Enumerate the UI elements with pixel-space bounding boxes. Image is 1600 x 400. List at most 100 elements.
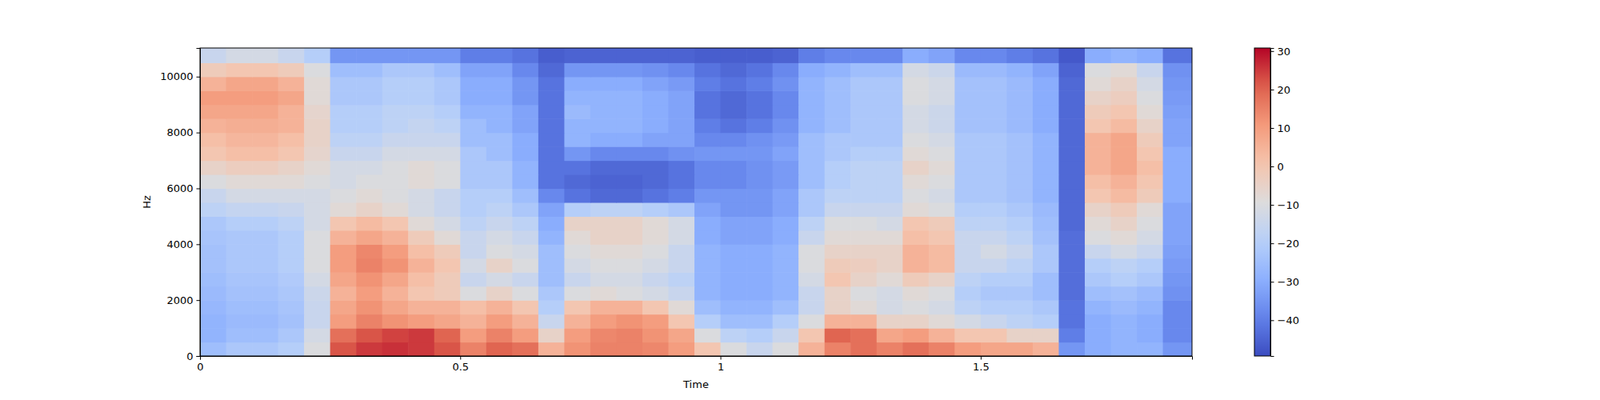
cell [304,188,331,203]
cell [278,76,305,92]
cell [304,118,331,133]
cell [382,314,409,329]
cell [1163,328,1192,343]
chart: 00.511.50200040006000800010000TimeHz−40−… [0,0,1600,400]
cell [356,174,383,189]
cell [746,48,773,64]
cell [928,118,956,133]
cell [330,314,357,329]
cell [512,314,539,329]
cell [330,258,357,273]
tick-mark [1270,243,1275,244]
cell [1163,272,1192,287]
cell [902,258,929,273]
cell [1136,202,1164,217]
cell [694,258,721,273]
cell [798,300,825,315]
cell [278,300,305,315]
cell [746,328,773,343]
cell [200,230,227,245]
cell [928,328,956,343]
cell [642,230,669,245]
cell [902,174,929,189]
cell [772,48,800,64]
cell [1032,342,1060,356]
cell [226,300,253,315]
cell [850,118,877,133]
cell [564,174,591,189]
cell [538,188,565,203]
cell [564,258,591,273]
cell [538,342,565,356]
cell [616,118,643,133]
cell [564,272,591,287]
cell [356,300,383,315]
cell [408,272,435,287]
cell [720,272,748,287]
cell [928,342,956,356]
cell [876,244,904,259]
cell [1163,188,1192,203]
cell [798,286,825,301]
cell [512,146,539,161]
tick: −40 [1270,314,1300,327]
cell [590,132,617,148]
cell [798,104,825,120]
cell [980,300,1008,315]
tick-label: −30 [1277,276,1300,288]
cell [720,342,748,356]
cell [590,300,617,315]
tick: 1 [717,356,724,373]
cell [928,314,956,329]
cell [798,272,825,287]
cell [1006,314,1033,329]
cell [668,328,696,343]
cell [720,160,748,176]
cell [200,104,227,120]
cell [720,244,748,259]
cell [668,244,696,259]
cell [1006,76,1033,92]
cell [330,146,357,161]
cell [746,216,773,231]
cell [1084,342,1112,356]
cell [616,160,643,176]
cell [486,286,513,301]
tick: 10 [1270,122,1291,135]
cell [278,230,305,245]
cell [1006,216,1033,231]
cell [512,216,539,231]
cell [1006,230,1033,245]
cell [1058,188,1085,203]
cell [928,104,956,120]
cell [902,188,929,203]
cell [1084,314,1112,329]
cell [226,202,253,217]
cell [980,174,1008,189]
cell [954,230,981,245]
cell [798,328,825,343]
cell [1058,300,1085,315]
cell [1163,342,1192,356]
cell [538,202,565,217]
cell [876,118,904,133]
cell [720,202,748,217]
cell [694,76,721,92]
cell [512,300,539,315]
cell [200,146,227,161]
cell [538,244,565,259]
cell [1084,104,1112,120]
cell [382,160,409,176]
cell [1163,76,1192,92]
cell [486,258,513,273]
cell [1163,62,1192,77]
cell [876,146,904,161]
cell [1058,202,1085,217]
cell [512,286,539,301]
cell [1111,328,1138,343]
cell [850,104,877,120]
cell [200,286,227,301]
cell [330,132,357,148]
cell [226,76,253,92]
cell [824,300,852,315]
